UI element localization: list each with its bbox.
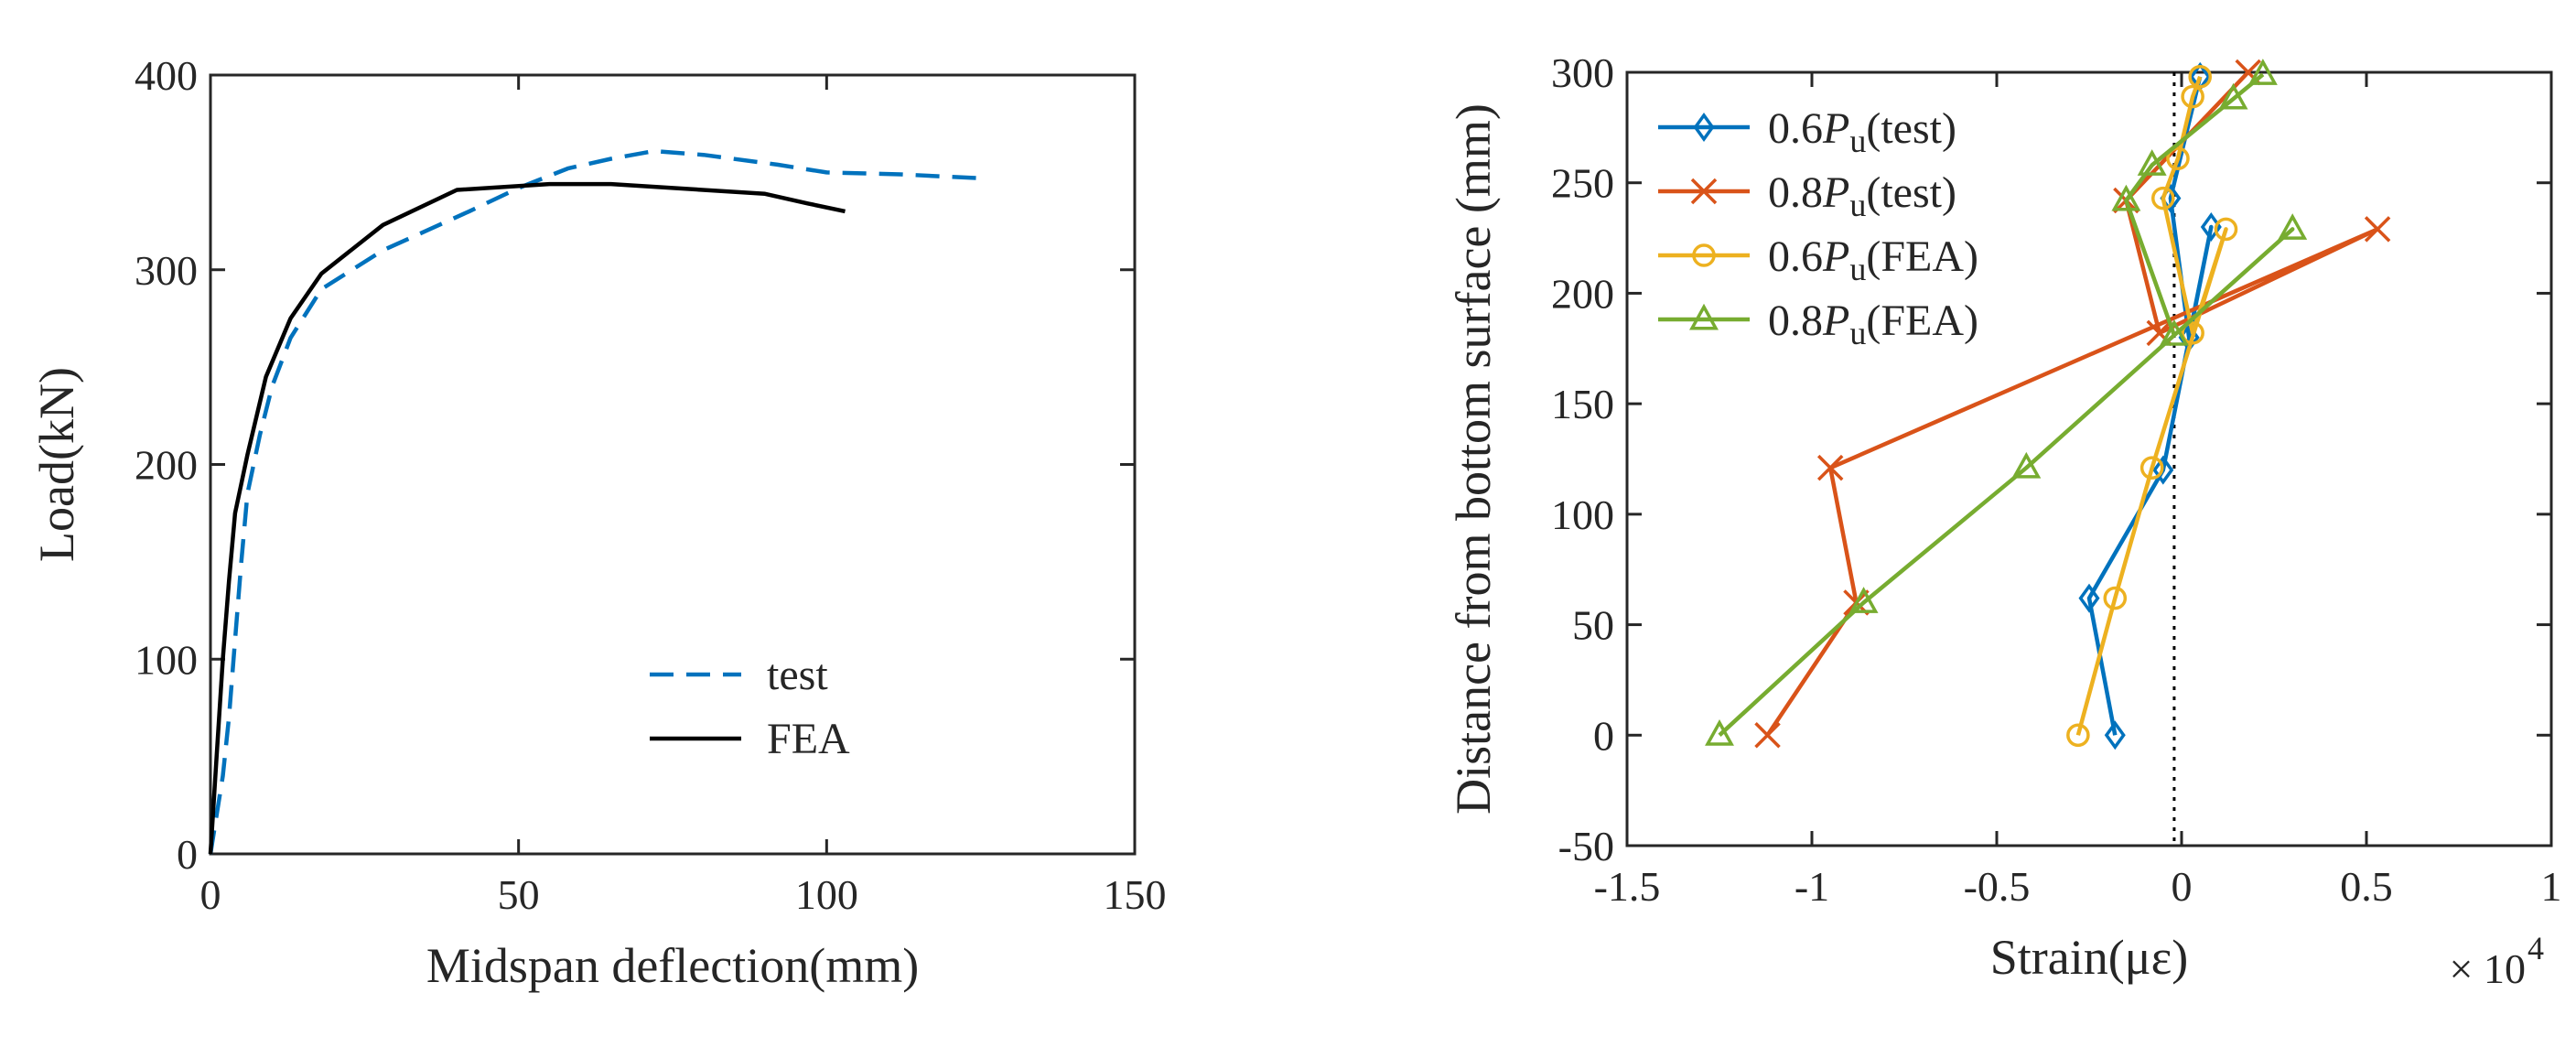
legend-subscript: u [1849,187,1866,223]
x-tick-label: 1 [2541,863,2562,910]
series-line [1718,72,2295,737]
data-point-triangle [2218,82,2248,110]
y-tick-label: 0 [1593,712,1614,759]
data-point-triangle [2159,319,2189,346]
data-point-triangle [2137,149,2167,176]
data-point-triangle [2111,184,2141,211]
legend-entry: 0.8Pu(test) [1768,168,1956,223]
data-point-triangle [2011,451,2042,479]
legend: 0.6Pu(test)0.8Pu(test)0.6Pu(FEA)0.8Pu(FE… [1658,104,1978,351]
data-point-circle [2103,586,2128,610]
x-tick-label: 150 [1104,871,1167,918]
y-tick-label: 300 [135,247,198,294]
data-point-circle [2066,723,2090,748]
data-point-triangle [2247,59,2278,85]
y-tick-label: 200 [135,442,198,489]
y-tick-label: 100 [135,636,198,683]
data-point-cross [1754,722,1781,749]
series-line [2086,76,2214,736]
data-point-diamond [2104,720,2126,750]
data-point-circle [2181,84,2204,109]
plot-frame [1625,70,2553,847]
legend-symbol: P [1822,104,1849,153]
y-tick-label: 0 [177,831,198,878]
data-point-circle [2214,217,2238,242]
data-point-cross [1816,454,1844,481]
series-line [208,181,846,855]
legend-symbol: P [1822,232,1849,281]
series-0 [208,148,981,855]
legend-coefficient: 0.6 [1768,104,1823,153]
y-tick-label: 150 [1551,381,1614,427]
x-exponent-label: × 10 [2450,945,2526,992]
legend-entry: test [767,651,828,699]
data-point-circle [2151,186,2175,210]
x-axis-label: Strain(με) [1990,930,2189,985]
series-2 [2066,65,2238,748]
x-tick-label: -1.5 [1594,863,1661,910]
legend-suffix: (test) [1866,168,1956,217]
data-point-cross [1690,178,1718,205]
legend-subscript: u [1849,315,1866,351]
x-tick-label: 100 [795,871,858,918]
y-tick-label: 200 [1551,270,1614,317]
series-3 [1705,59,2308,746]
series-0 [2078,61,2222,750]
legend-symbol: P [1822,297,1849,345]
legend-subscript: u [1849,123,1866,159]
data-point-diamond [2152,455,2174,485]
y-axis-label: Load(kN) [29,367,84,562]
y-tick-label: 100 [1551,491,1614,538]
x-tick-label: -1 [1795,863,1829,910]
data-point-triangle [1705,719,1734,746]
data-point-circle [2139,456,2164,480]
data-point-cross [2364,216,2391,243]
legend-symbol: P [1822,168,1849,217]
data-point-triangle [2278,213,2308,240]
legend-coefficient: 0.6 [1768,232,1823,281]
x-tick-label: 50 [498,871,540,918]
y-tick-label: 400 [135,52,198,99]
legend-coefficient: 0.8 [1768,297,1823,345]
y-tick-label: 250 [1551,160,1614,207]
y-tick-label: 300 [1551,49,1614,96]
x-axis-label: Midspan deflection(mm) [426,938,919,993]
series-line [208,148,981,855]
data-point-circle [2166,146,2190,170]
data-point-diamond [2078,583,2100,613]
data-point-circle [1692,243,1716,267]
x-exponent-power: 4 [2527,930,2544,966]
y-tick-label: 50 [1572,602,1614,649]
legend-entry: 0.8Pu(FEA) [1768,297,1978,351]
legend-entry: 0.6Pu(FEA) [1768,232,1978,287]
data-point-diamond [1693,113,1715,142]
x-tick-label: -0.5 [1964,863,2031,910]
legend-coefficient: 0.8 [1768,168,1823,217]
legend: test FEA [650,651,850,763]
data-point-circle [2181,321,2204,345]
legend-entry: 0.6Pu(test) [1768,104,1956,159]
legend-suffix: (FEA) [1866,232,1978,281]
legend-suffix: (FEA) [1866,297,1978,345]
y-axis-label: Distance from bottom surface (mm) [1446,103,1501,815]
x-tick-label: 0 [200,871,221,918]
legend-entry: FEA [767,715,850,763]
data-point-triangle [1689,303,1719,330]
strain-distribution-chart: -1.5 -1 -0.5 0 0.5 1 -50 0 50 100 150 200 250 300 Stra… [1446,49,2562,992]
data-point-triangle [1848,587,1879,613]
series-1 [208,181,846,855]
x-tick-label: 0.5 [2340,863,2393,910]
load-deflection-chart: 0 50 100 150 0 100 200 300 400 Midspan deflection… [29,52,1167,993]
legend-suffix: (test) [1866,104,1956,153]
legend-subscript: u [1849,251,1866,287]
series-line [2075,76,2228,736]
data-point-circle [2188,65,2212,89]
y-tick-label: -50 [1558,823,1614,869]
x-tick-label: 0 [2172,863,2193,910]
